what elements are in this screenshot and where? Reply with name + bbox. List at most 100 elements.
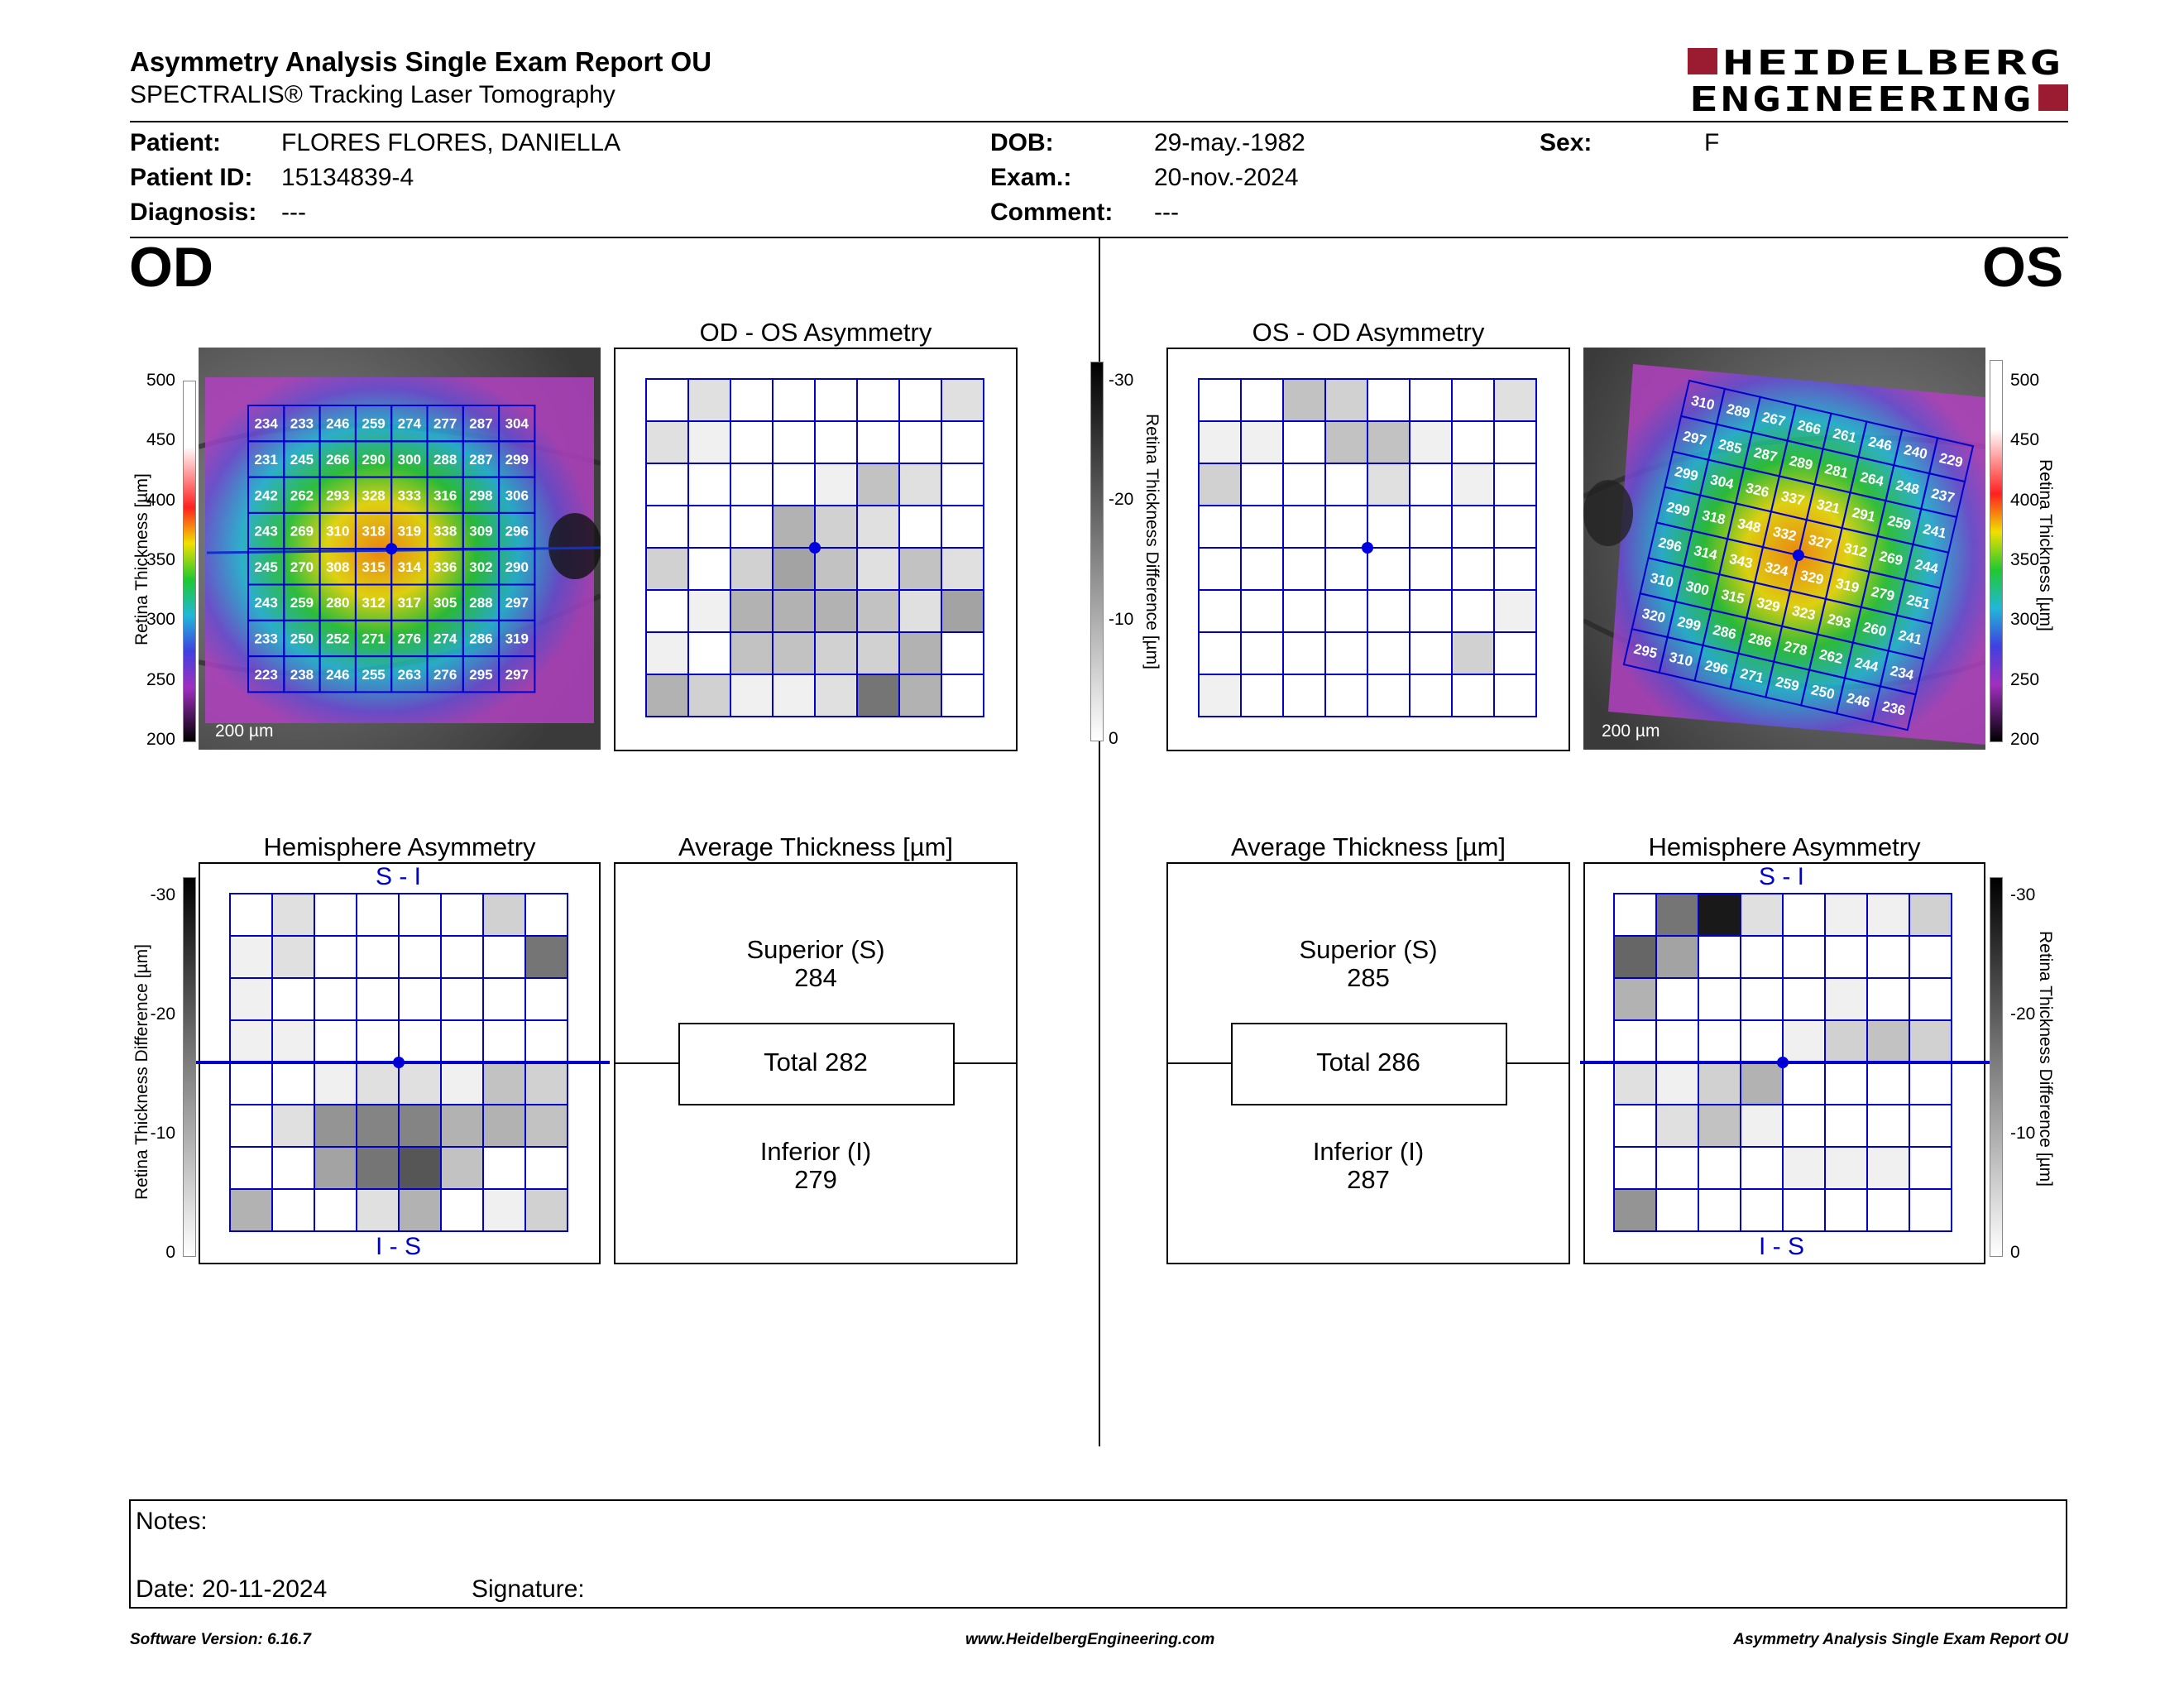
- grid-cell: [1493, 505, 1537, 549]
- grid-cell: [356, 1019, 400, 1063]
- scale-tick-label: 500: [2010, 371, 2040, 390]
- grid-cell: [1740, 893, 1784, 937]
- thickness-value: 310: [1689, 392, 1716, 413]
- thickness-value: 276: [433, 667, 457, 683]
- thickness-value: 231: [254, 452, 277, 468]
- thickness-value: 279: [1870, 583, 1896, 604]
- od-i-s-label: I - S: [376, 1233, 422, 1260]
- thickness-value: 291: [1851, 505, 1877, 525]
- os-asym-panel: [1166, 348, 1570, 751]
- grid-cell: [941, 505, 984, 549]
- thickness-value: 278: [1783, 638, 1809, 659]
- grid-cell: [898, 674, 942, 717]
- scale-tick-label: -10: [150, 1124, 175, 1143]
- grid-cell: [1198, 378, 1242, 422]
- thickness-value: 263: [398, 667, 421, 683]
- exam-value: 20-nov.-2024: [1154, 164, 1299, 191]
- thickness-value: 243: [254, 524, 277, 539]
- software-version: Software Version: 6.16.7: [130, 1631, 311, 1648]
- grid-cell: [1866, 1019, 1910, 1063]
- grid-cell: [1451, 463, 1495, 506]
- grid-cell: [271, 1019, 315, 1063]
- scale-tick-label: 350: [2010, 550, 2040, 569]
- os-superior-value: 285: [1347, 963, 1390, 992]
- grid-cell: [1367, 505, 1410, 549]
- grid-cell: [1698, 935, 1741, 979]
- grid-cell: [730, 631, 774, 675]
- scale-tick-label: 300: [2010, 610, 2040, 630]
- thickness-value: 326: [1744, 480, 1770, 501]
- grid-cell: [1493, 378, 1537, 422]
- thickness-value: 269: [290, 524, 314, 539]
- grid-cell: [1698, 893, 1741, 937]
- grid-cell: [314, 893, 357, 937]
- thickness-value: 304: [1708, 472, 1735, 492]
- date-label: Date: 20-11-2024: [136, 1575, 328, 1603]
- grid-cell: [1282, 547, 1326, 591]
- grid-cell: [1324, 420, 1368, 464]
- thickness-value: 252: [326, 631, 349, 646]
- grid-cell: [524, 1188, 568, 1232]
- os-total-box: [1231, 1023, 1507, 1105]
- grid-cell: [1367, 547, 1410, 591]
- od-superior-value: 284: [794, 963, 837, 992]
- thickness-value: 280: [326, 595, 349, 611]
- thickness-value: 293: [326, 487, 349, 503]
- grid-cell: [398, 977, 442, 1021]
- grid-cell: [1782, 893, 1826, 937]
- grid-cell: [356, 935, 400, 979]
- grid-cell: [524, 935, 568, 979]
- grid-cell: [1782, 935, 1826, 979]
- thickness-value: 310: [326, 524, 349, 539]
- scale-tick-label: 450: [2010, 430, 2040, 450]
- grid-cell: [440, 1104, 484, 1148]
- grid-cell: [645, 631, 689, 675]
- grid-cell: [1698, 977, 1741, 1021]
- os-asym-grid: [1198, 378, 1537, 717]
- grid-cell: [1409, 420, 1453, 464]
- thickness-value: 287: [1752, 444, 1779, 465]
- grid-cell: [356, 1188, 400, 1232]
- os-i-s-label: I - S: [1759, 1233, 1805, 1260]
- grid-cell: [1409, 547, 1453, 591]
- grid-cell: [440, 1062, 484, 1105]
- grid-cell: [1740, 977, 1784, 1021]
- grid-cell: [687, 631, 731, 675]
- thickness-value: 289: [1788, 453, 1814, 473]
- grid-cell: [687, 463, 731, 506]
- grid-cell: [1240, 631, 1284, 675]
- grid-cell: [1367, 420, 1410, 464]
- grid-cell: [772, 420, 816, 464]
- grid-cell: [356, 1062, 400, 1105]
- thickness-value: 297: [505, 595, 529, 611]
- grid-cell: [1198, 674, 1242, 717]
- grid-cell: [1655, 893, 1699, 937]
- thickness-value: 310: [1668, 649, 1694, 669]
- od-superior-label: Superior (S): [746, 935, 885, 964]
- thickness-value: 306: [505, 487, 529, 503]
- grid-cell: [645, 378, 689, 422]
- thickness-value: 319: [398, 524, 421, 539]
- grid-cell: [440, 935, 484, 979]
- grid-cell: [1740, 1146, 1784, 1190]
- thickness-value: 290: [505, 559, 529, 575]
- thickness-value: 309: [469, 524, 492, 539]
- grid-cell: [730, 420, 774, 464]
- os-thickness-grid: 310 289 267 266 261 246 240 229 297 285 287 289 281 2…: [1622, 379, 1975, 731]
- eye-divider: [1099, 238, 1100, 1446]
- od-hemi-colorbar: [183, 877, 196, 1257]
- thickness-value: 323: [1790, 602, 1817, 623]
- grid-cell: [271, 1062, 315, 1105]
- od-scale-bar: 200 µm: [215, 722, 273, 741]
- grid-cell: [1493, 547, 1537, 591]
- od-hemi-grid: [196, 893, 610, 1232]
- thickness-value: 317: [398, 595, 421, 611]
- website-link[interactable]: www.HeidelbergEngineering.com: [965, 1631, 1215, 1648]
- thickness-value: 233: [254, 631, 277, 646]
- grid-cell: [856, 674, 900, 717]
- grid-cell: [229, 893, 273, 937]
- notes-label: Notes:: [136, 1508, 208, 1535]
- grid-cell: [1451, 674, 1495, 717]
- grid-cell: [314, 977, 357, 1021]
- thickness-value: 241: [1897, 627, 1923, 648]
